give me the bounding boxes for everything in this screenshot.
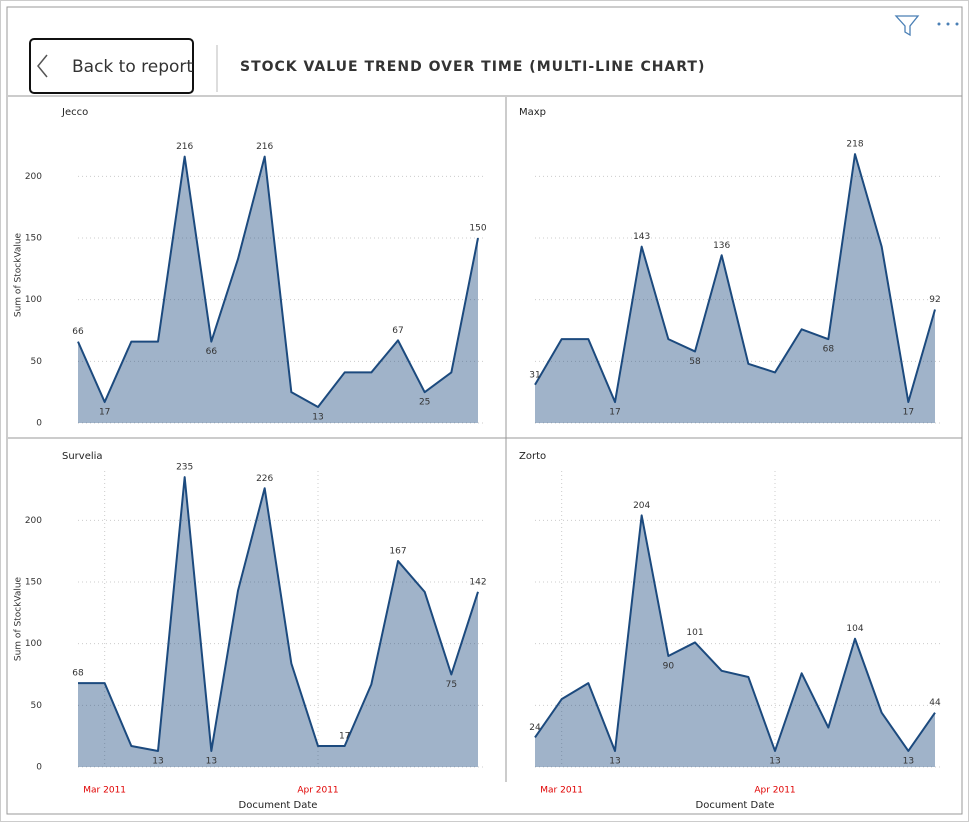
- data-label: 218: [846, 140, 863, 150]
- x-tick-label: Apr 2011: [754, 786, 795, 796]
- data-label: 13: [152, 756, 163, 766]
- y-tick-label: 100: [25, 639, 42, 649]
- x-tick-label: Mar 2011: [540, 786, 583, 796]
- y-tick-label: 50: [31, 357, 43, 367]
- data-label: 17: [903, 408, 914, 418]
- data-label: 150: [469, 224, 486, 234]
- y-tick-label: 150: [25, 234, 42, 244]
- x-axis-label: Document Date: [696, 800, 775, 811]
- data-label: 25: [419, 398, 430, 408]
- x-axis-label: Document Date: [239, 800, 318, 811]
- data-label: 90: [663, 662, 675, 672]
- back-button[interactable]: Back to report: [29, 38, 194, 94]
- data-label: 204: [633, 501, 650, 511]
- data-label: 13: [609, 756, 620, 766]
- y-tick-label: 200: [25, 516, 42, 526]
- y-axis-label: Sum of StockValue: [14, 232, 24, 317]
- data-label: 143: [633, 232, 650, 242]
- data-label: 68: [72, 669, 84, 679]
- data-label: 136: [713, 241, 730, 251]
- data-label: 13: [903, 756, 914, 766]
- area-line: [534, 153, 936, 404]
- back-chevron[interactable]: [37, 54, 48, 78]
- area-fill: [78, 156, 478, 423]
- dot[interactable]: [955, 22, 959, 26]
- data-label: 101: [686, 628, 703, 638]
- y-axis-label: Sum of StockValue: [14, 576, 24, 661]
- data-label: 142: [469, 577, 486, 587]
- data-label: 235: [176, 463, 193, 473]
- data-label: 24: [529, 723, 541, 733]
- data-label: 13: [769, 756, 780, 766]
- data-label: 31: [529, 370, 540, 380]
- data-label: 167: [389, 547, 406, 557]
- report-canvas: [6, 6, 963, 815]
- data-label: 216: [256, 142, 273, 152]
- data-label: 17: [609, 408, 620, 418]
- data-label: 17: [99, 408, 110, 418]
- more-options[interactable]: [937, 22, 959, 26]
- data-label: 66: [72, 327, 84, 337]
- panel-title: Jecco: [61, 107, 88, 118]
- data-label: 104: [846, 624, 863, 634]
- data-label: 75: [446, 680, 457, 690]
- back-label[interactable]: Back to report: [72, 57, 193, 77]
- dot[interactable]: [946, 22, 950, 26]
- panel-title: Survelia: [62, 451, 103, 462]
- y-tick-label: 150: [25, 578, 42, 588]
- data-label: 68: [823, 345, 835, 355]
- x-tick-label: Mar 2011: [83, 786, 126, 796]
- back-button-box[interactable]: [29, 38, 194, 94]
- x-tick-label: Apr 2011: [297, 786, 338, 796]
- panel-title: Zorto: [519, 451, 546, 462]
- data-label: 216: [176, 142, 193, 152]
- data-label: 226: [256, 474, 273, 484]
- dot[interactable]: [937, 22, 941, 26]
- data-label: 58: [689, 357, 701, 367]
- page-title: STOCK VALUE TREND OVER TIME (MULTI-LINE …: [240, 59, 705, 75]
- panel-title: Maxp: [519, 107, 546, 118]
- data-label: 66: [206, 347, 218, 357]
- area-line: [78, 476, 479, 752]
- data-label: 44: [929, 698, 941, 708]
- filter-icon[interactable]: [894, 15, 920, 37]
- y-tick-label: 50: [31, 701, 43, 711]
- data-label: 17: [339, 732, 350, 742]
- area-fill: [535, 154, 935, 423]
- data-label: 92: [929, 295, 940, 305]
- data-label: 13: [206, 756, 217, 766]
- y-tick-label: 0: [36, 763, 42, 773]
- y-tick-label: 100: [25, 295, 42, 305]
- area-line: [534, 514, 936, 752]
- area-line: [77, 155, 479, 408]
- data-label: 67: [392, 326, 403, 336]
- data-label: 13: [312, 412, 323, 422]
- y-tick-label: 200: [25, 172, 42, 182]
- y-tick-label: 0: [36, 419, 42, 429]
